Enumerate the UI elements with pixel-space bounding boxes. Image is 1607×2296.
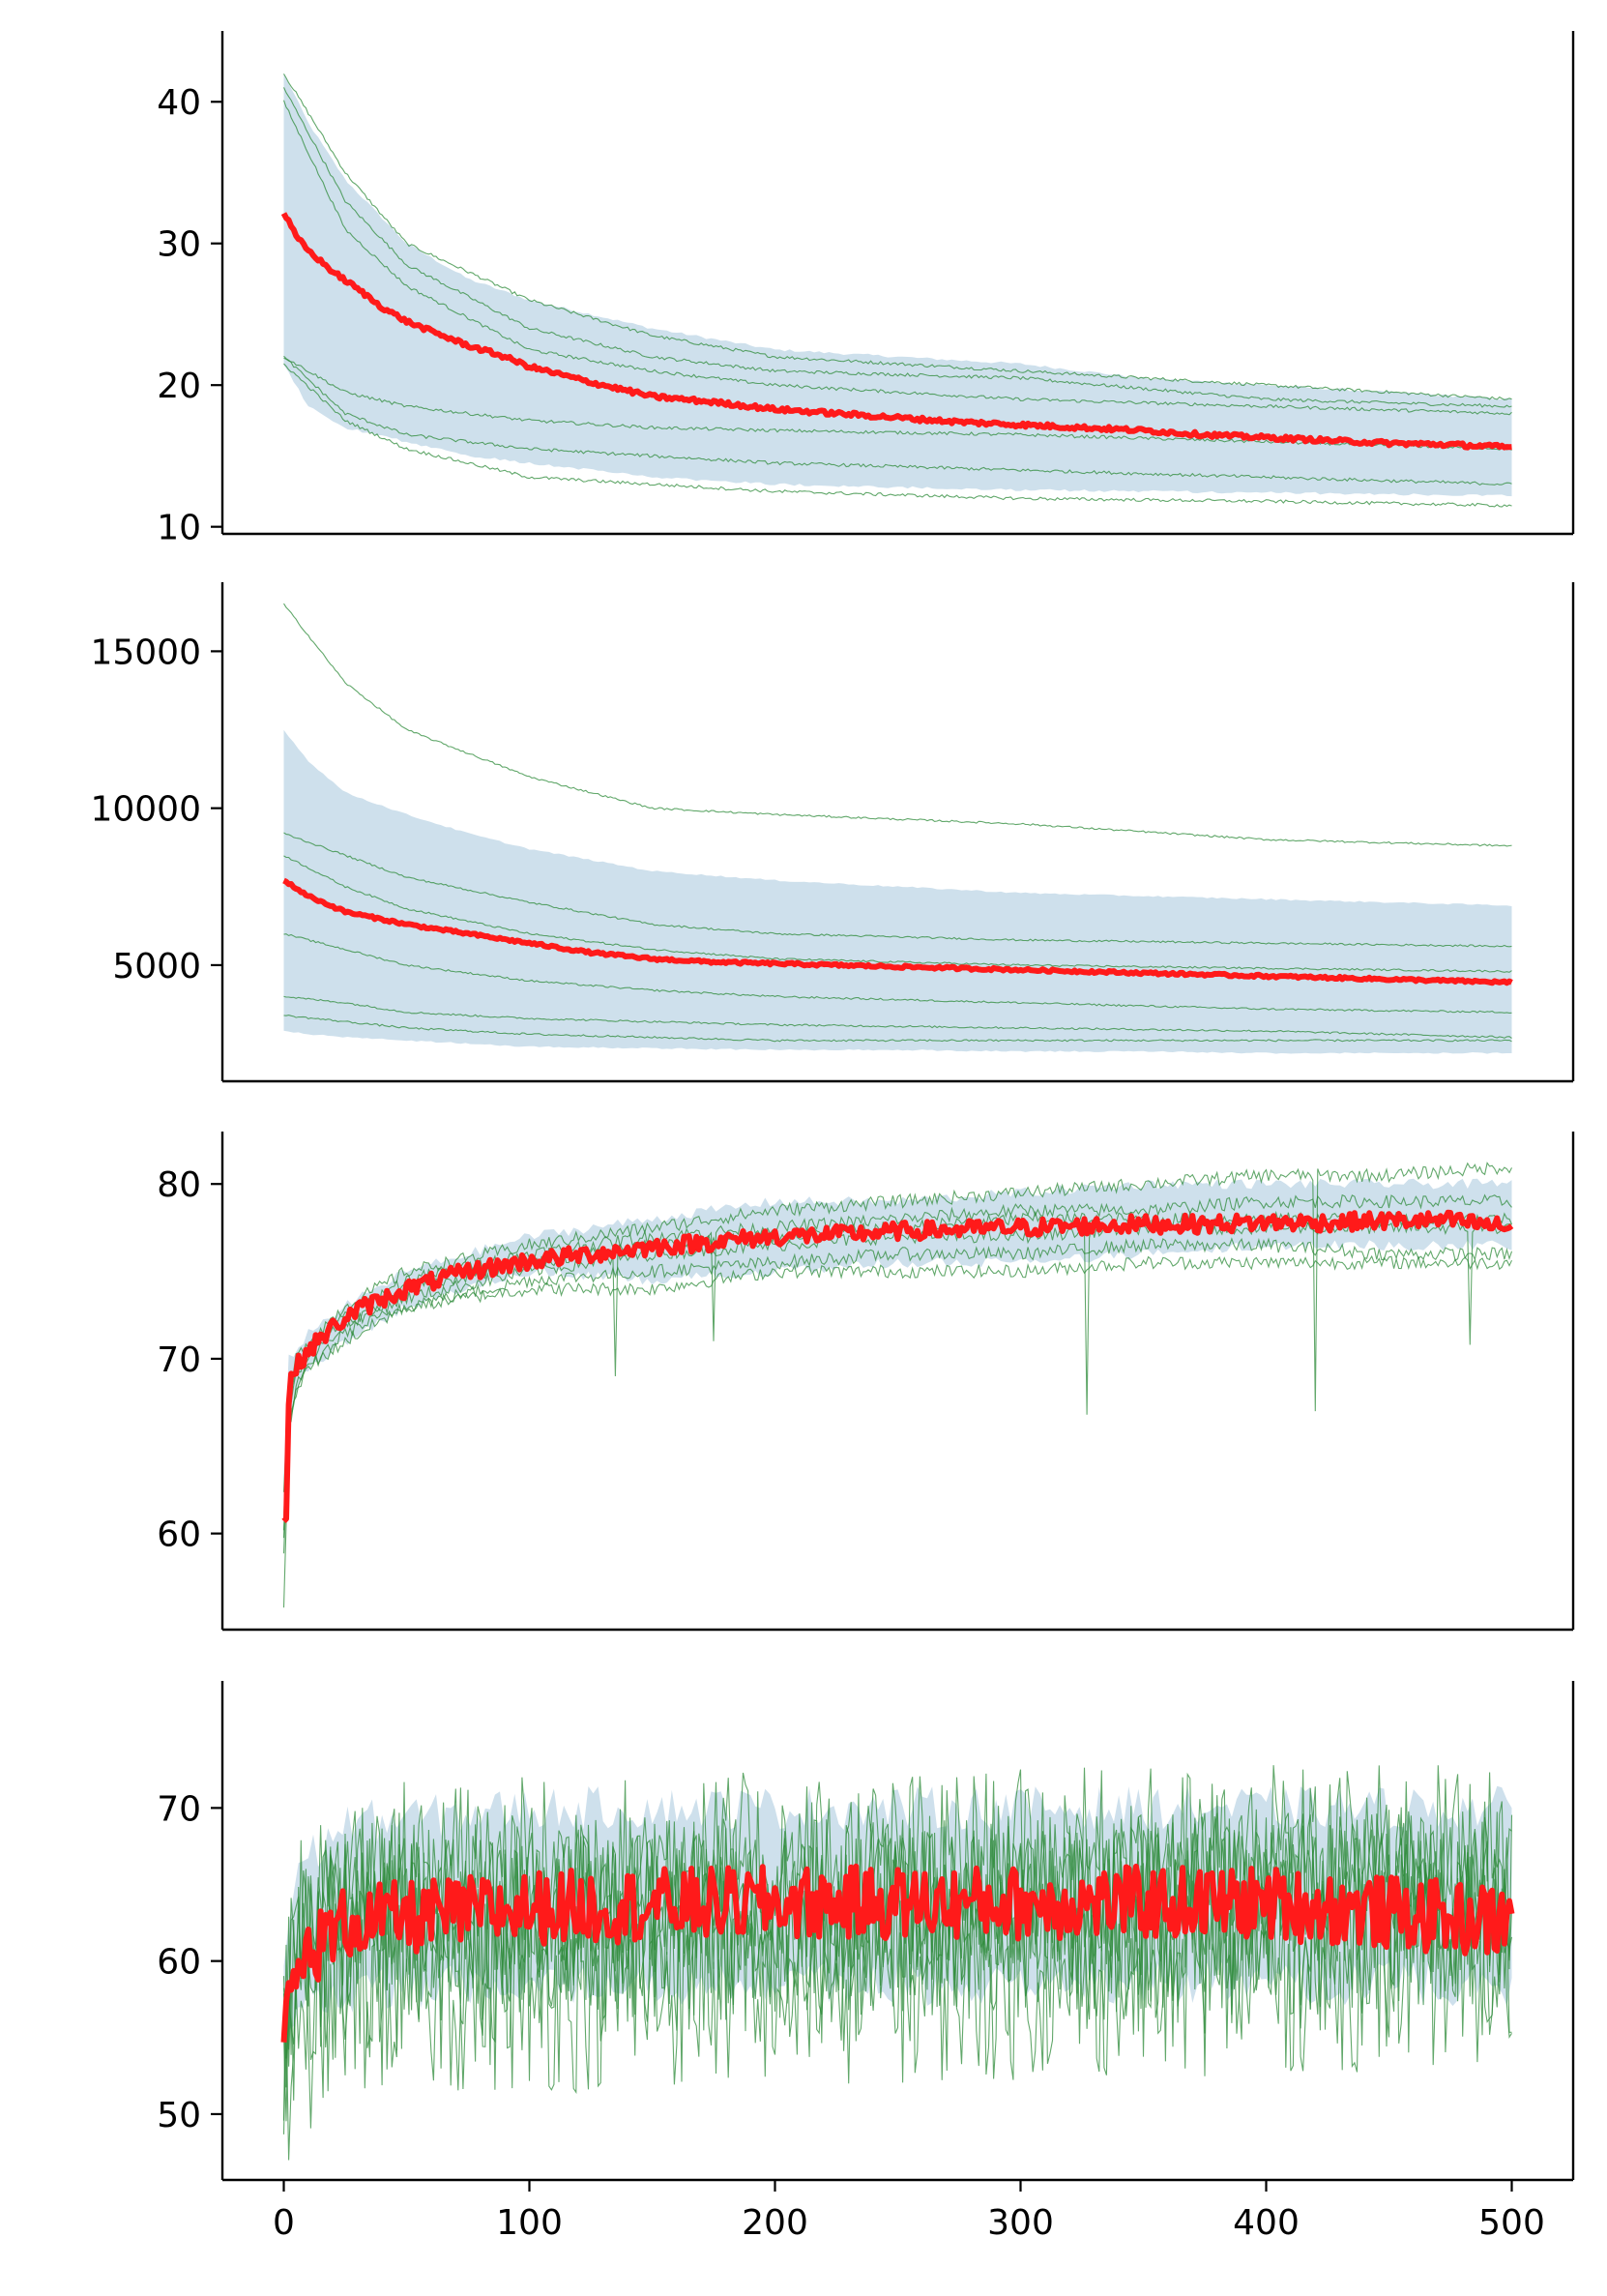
run-line-5: [283, 995, 1512, 1039]
std-band: [283, 73, 1512, 497]
run-line-1: [283, 603, 1512, 847]
run-line-5: [282, 1237, 1513, 1554]
x-tick-label: 400: [1233, 2203, 1300, 2243]
y-tick-label: 50: [157, 2096, 201, 2135]
run-line-2: [283, 87, 1512, 408]
panel-4: 50 60 70 0 100 200 300 400 500: [157, 1681, 1575, 2243]
mean-line: [282, 877, 1513, 986]
std-band: [283, 1178, 1512, 1555]
y-tick-label: 10000: [90, 790, 201, 830]
y-tick-label: 60: [157, 1943, 201, 1983]
mean-line: [280, 1863, 1515, 2043]
run-line-3: [282, 100, 1512, 416]
run-line-1: [283, 74, 1512, 400]
y-tick-label: 15000: [90, 633, 201, 672]
x-tick-label: 300: [987, 2203, 1054, 2243]
run-line-5: [283, 355, 1512, 486]
run-line-1: [282, 1162, 1512, 1492]
y-tick-label: 70: [157, 1789, 201, 1829]
x-tick-label: 0: [273, 2203, 295, 2243]
run-line-3: [283, 855, 1512, 973]
y-tick-label: 70: [157, 1340, 201, 1380]
mean-line: [281, 1209, 1514, 1524]
run-line-6: [283, 1015, 1512, 1043]
panel-3: 60 70 80: [157, 1132, 1575, 1632]
run-line-6: [282, 1254, 1512, 1608]
y-tick-label: 30: [157, 225, 201, 265]
y-tick-label: 20: [157, 367, 201, 406]
mean-line: [280, 212, 1512, 451]
x-tick-label: 500: [1478, 2203, 1545, 2243]
y-tick-label: 5000: [112, 947, 201, 986]
y-tick-label: 10: [157, 509, 201, 548]
std-band: [283, 729, 1512, 1054]
y-tick-label: 60: [157, 1516, 201, 1555]
y-tick-label: 80: [157, 1165, 201, 1205]
panel-1: 10 20 30 40: [157, 31, 1575, 548]
x-tick-label: 200: [742, 2203, 808, 2243]
run-line-4: [283, 933, 1512, 1014]
y-tick-label: 40: [157, 83, 201, 123]
run-line-6: [283, 363, 1512, 508]
run-line-2: [283, 832, 1512, 948]
x-tick-label: 100: [496, 2203, 563, 2243]
panel-2: 5000 10000 15000: [90, 582, 1575, 1083]
